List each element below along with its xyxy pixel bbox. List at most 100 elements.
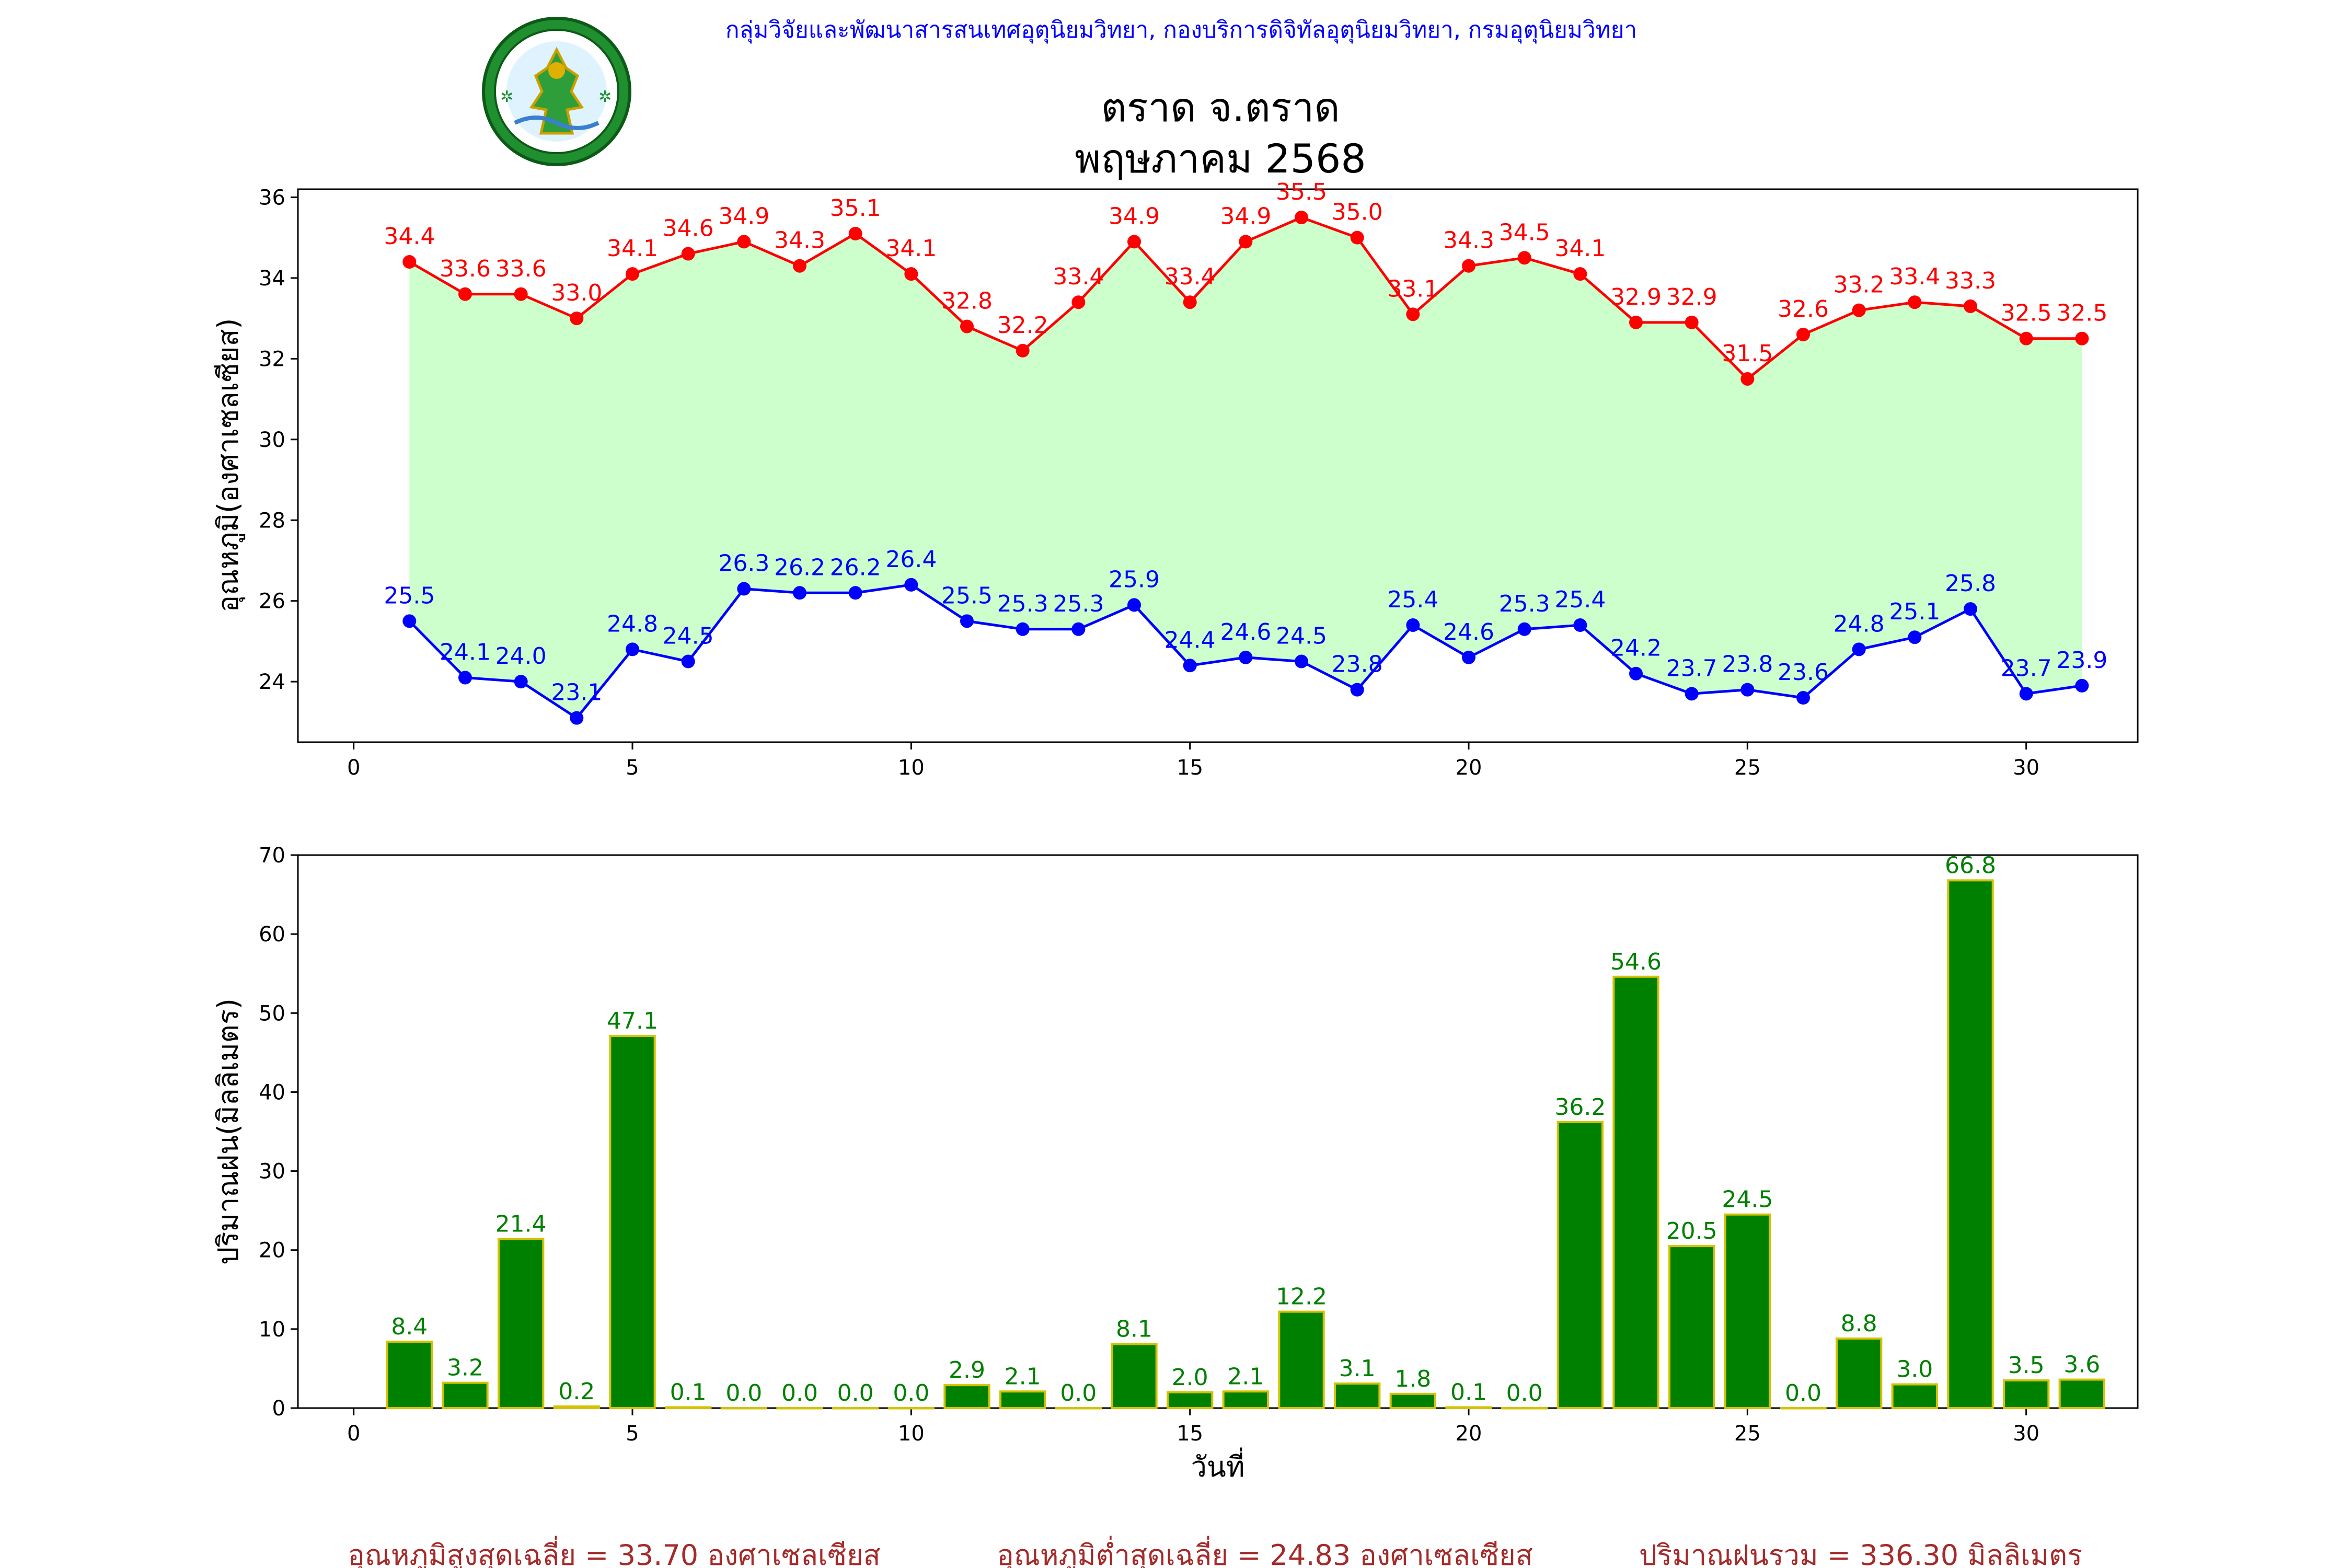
max-temp-label: 35.5 <box>1276 179 1327 205</box>
rain-bar <box>1947 879 1994 1409</box>
temp-x-tick-label: 30 <box>2013 756 2039 780</box>
rain-bar <box>1891 1383 1939 1410</box>
max-temp-point <box>1517 251 1531 265</box>
rain-bar <box>1836 1337 1883 1410</box>
max-temp-point <box>1183 295 1197 309</box>
max-temp-label: 34.3 <box>774 227 825 254</box>
min-temp-point <box>2019 687 2033 701</box>
max-temp-label: 33.4 <box>1165 263 1216 290</box>
rain-value-label: 66.8 <box>1945 852 1996 879</box>
min-temp-label: 26.2 <box>774 554 825 581</box>
min-temp-point <box>1852 642 1866 656</box>
svg-text:✲: ✲ <box>598 88 612 106</box>
temp-x-tick-label: 15 <box>1177 756 1203 780</box>
rain-x-tick-label: 15 <box>1177 1422 1203 1446</box>
min-temp-label: 25.3 <box>1053 591 1104 617</box>
max-temp-point <box>402 255 417 269</box>
min-temp-label: 25.4 <box>1387 586 1438 613</box>
max-temp-label: 32.9 <box>1666 284 1717 310</box>
avg-min-summary: อุณหภูมิต่ำสุดเฉลี่ย = 24.83 องศาเซลเซีย… <box>997 1536 1532 1568</box>
rain-value-label: 8.4 <box>391 1313 428 1340</box>
rain-value-label: 21.4 <box>495 1211 547 1238</box>
min-temp-point <box>1796 691 1810 705</box>
rain-value-label: 0.0 <box>837 1380 874 1406</box>
min-temp-point <box>960 614 974 628</box>
max-temp-label: 32.6 <box>1778 296 1829 322</box>
max-temp-label: 32.8 <box>941 288 993 315</box>
min-temp-point <box>1016 622 1030 636</box>
rain-y-tick-label: 10 <box>259 1318 285 1342</box>
rain-value-label: 2.9 <box>949 1357 985 1383</box>
rain-bar <box>1612 975 1659 1409</box>
max-temp-point <box>1127 235 1141 249</box>
max-temp-label: 34.1 <box>885 235 937 262</box>
min-temp-label: 25.3 <box>1499 591 1550 617</box>
temp-x-tick-label: 5 <box>626 756 639 780</box>
rain-value-label: 3.1 <box>1339 1355 1376 1382</box>
temp-y-tick-label: 28 <box>259 509 285 533</box>
rain-x-tick-label: 5 <box>626 1422 639 1446</box>
rain-bar <box>386 1341 433 1410</box>
min-temp-label: 25.8 <box>1945 570 1996 597</box>
max-temp-point <box>1964 299 1977 313</box>
min-temp-label: 23.8 <box>1722 651 1773 678</box>
max-temp-label: 33.1 <box>1387 275 1438 302</box>
rain-x-tick-label: 25 <box>1734 1422 1761 1446</box>
min-temp-label: 23.1 <box>551 679 602 706</box>
rain-bar <box>1389 1392 1437 1409</box>
max-temp-point <box>1908 295 1922 309</box>
min-temp-label: 26.4 <box>885 546 937 573</box>
rain-y-tick-label: 0 <box>272 1397 285 1421</box>
day-axis-label: วันที่ <box>1191 1447 1245 1483</box>
min-temp-point <box>1183 659 1197 673</box>
rain-y-tick-label: 30 <box>259 1160 285 1184</box>
max-temp-label: 35.0 <box>1332 199 1383 226</box>
min-temp-label: 24.6 <box>1220 619 1271 645</box>
rain-bar <box>2058 1378 2106 1410</box>
rain-value-label: 0.2 <box>558 1378 595 1405</box>
rain-value-label: 8.1 <box>1116 1316 1152 1343</box>
rain-bar <box>1724 1213 1771 1409</box>
max-temp-label: 31.5 <box>1722 340 1773 367</box>
max-temp-point <box>848 226 862 240</box>
rain-value-label: 24.5 <box>1722 1186 1773 1213</box>
rain-value-label: 12.2 <box>1276 1284 1327 1310</box>
rain-value-label: 0.0 <box>893 1380 929 1406</box>
rain-bar <box>999 1390 1046 1410</box>
max-temp-point <box>1685 315 1699 329</box>
max-temp-point <box>1295 211 1308 225</box>
min-temp-label: 24.2 <box>1610 635 1662 662</box>
rain-value-label: 3.0 <box>1896 1356 1933 1383</box>
rain-value-label: 3.5 <box>2008 1352 2045 1379</box>
min-temp-point <box>2075 678 2089 693</box>
temp-x-tick-label: 0 <box>347 756 360 780</box>
rain-bar <box>943 1384 990 1409</box>
rain-value-label: 8.8 <box>1841 1310 1877 1337</box>
max-temp-point <box>626 267 639 281</box>
max-temp-point <box>570 312 584 326</box>
max-temp-label: 33.2 <box>1834 272 1885 298</box>
min-temp-point <box>1629 666 1643 681</box>
rain-value-label: 0.1 <box>1450 1379 1487 1405</box>
min-temp-point <box>458 671 472 685</box>
max-temp-label: 33.3 <box>1945 268 1996 294</box>
min-temp-point <box>1573 618 1587 632</box>
min-temp-point <box>1908 630 1922 644</box>
min-temp-point <box>1239 650 1253 664</box>
min-temp-label: 24.5 <box>663 623 714 650</box>
min-temp-point <box>1406 618 1420 632</box>
rain-bar <box>776 1407 823 1410</box>
temp-y-tick-label: 32 <box>259 347 285 371</box>
temp-x-tick-label: 20 <box>1456 756 1482 780</box>
temp-x-tick-label: 10 <box>898 756 925 780</box>
rain-y-tick-label: 20 <box>259 1239 285 1263</box>
max-temp-label: 33.4 <box>1889 263 1940 290</box>
rain-bar <box>1278 1310 1325 1409</box>
rain-value-label: 0.0 <box>1506 1380 1543 1406</box>
min-temp-point <box>626 642 639 656</box>
max-temp-label: 33.6 <box>495 256 547 282</box>
rain-bar <box>1334 1382 1381 1410</box>
max-temp-point <box>1629 315 1643 329</box>
rain-y-tick-label: 60 <box>259 923 285 947</box>
